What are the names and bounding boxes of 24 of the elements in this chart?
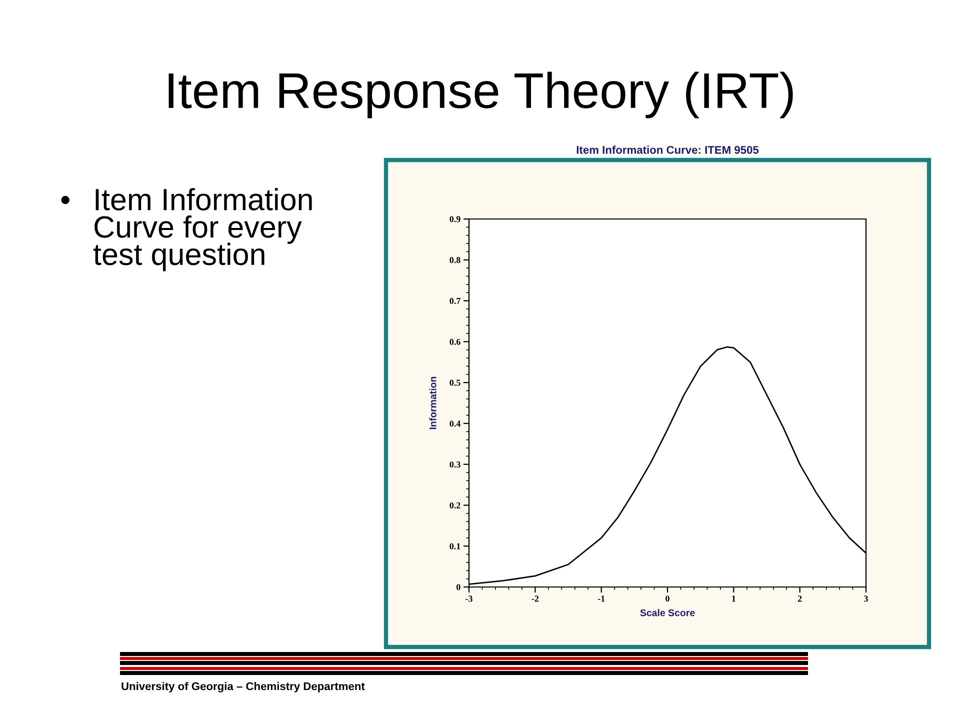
y-tick-label: 0.9 — [450, 216, 460, 222]
text: • — [61, 196, 70, 204]
y-tick-label: 0.6 — [450, 338, 460, 345]
chart-title: Item Response Theory (IRT) — [168, 72, 793, 118]
x-tick-label: -3 — [466, 596, 472, 602]
y-tick-label: 0.4 — [450, 420, 460, 427]
y-tick-label: 0.2 — [450, 502, 460, 508]
y-tick-label: 0.7 — [450, 298, 460, 304]
x-tick-label: 0 — [666, 596, 670, 602]
text: Item Information Curve for every test question — [93, 188, 312, 272]
y-axis-title: Information — [429, 376, 436, 430]
x-axis-title: Scale Score — [640, 609, 695, 616]
y-tick-label: 0.8 — [450, 257, 460, 264]
y-tick-label: 0.5 — [450, 380, 460, 386]
x-tick-label: -2 — [532, 596, 539, 602]
text: University of Georgia – Chemistry Department — [122, 682, 365, 692]
x-tick-label: 1 — [732, 596, 736, 602]
y-tick-label: 0.3 — [450, 461, 460, 468]
y-tick-label: 0.1 — [450, 543, 460, 550]
x-tick-label: 3 — [864, 596, 868, 602]
chart-subtitle: Item Information Curve: ITEM 9505 — [576, 146, 759, 154]
x-tick-label: 2 — [798, 596, 802, 602]
y-tick-label: 0 — [456, 584, 460, 590]
x-tick-label: -1 — [598, 596, 605, 602]
